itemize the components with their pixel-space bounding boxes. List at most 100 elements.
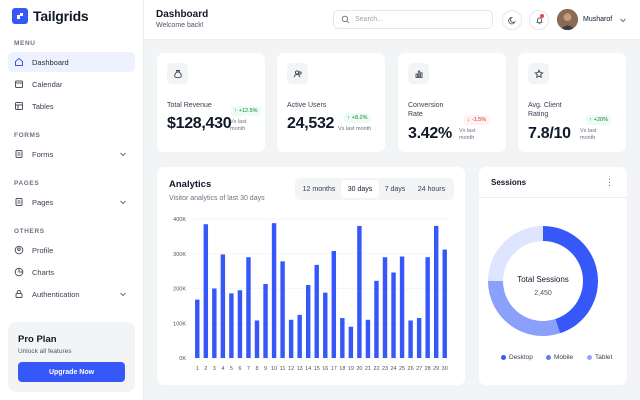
- x-tick-label: 2: [204, 366, 207, 372]
- bar: [357, 225, 362, 358]
- clipboard-icon: [14, 197, 24, 207]
- bar: [195, 299, 200, 358]
- top-header: Dashboard Welcome back! Search... Mushar…: [144, 0, 640, 40]
- avatar[interactable]: [557, 9, 578, 30]
- bar: [254, 320, 260, 358]
- donut-center-value: 2,450: [534, 290, 552, 297]
- y-tick-label: 300K: [173, 252, 186, 258]
- change-badge: ↑ +8.2%: [344, 113, 371, 123]
- x-tick-label: 29: [433, 366, 439, 372]
- legend-mobile: Mobile: [546, 354, 573, 361]
- x-tick-label: 18: [339, 366, 345, 372]
- stat-value: 3.42%: [408, 125, 452, 142]
- x-tick-label: 6: [238, 366, 241, 372]
- menu-section-label: MENU: [14, 40, 36, 47]
- bar: [220, 254, 226, 358]
- x-tick-label: 10: [271, 366, 277, 372]
- sidebar-item-label: Pages: [32, 197, 54, 207]
- more-options-icon[interactable]: ⋮: [605, 177, 614, 187]
- sidebar-item-charts[interactable]: Charts: [8, 262, 135, 282]
- y-tick-label: 0K: [179, 356, 186, 362]
- sidebar-item-forms[interactable]: Forms: [8, 144, 135, 164]
- user-icon: [14, 245, 24, 255]
- stat-value: 24,532: [287, 115, 335, 132]
- x-tick-label: 25: [399, 366, 405, 372]
- chevron-down-icon[interactable]: [619, 16, 627, 24]
- bar: [365, 319, 371, 358]
- tab-24-hours[interactable]: 24 hours: [417, 185, 446, 193]
- bar: [348, 326, 354, 358]
- x-tick-label: 3: [213, 366, 216, 372]
- legend-desktop: Desktop: [501, 354, 533, 361]
- brand-logo[interactable]: Tailgrids: [12, 8, 89, 24]
- others-section-label: OTHERS: [14, 228, 45, 235]
- sessions-card: Sessions ⋮ Total Sessions 2,450 Desktop …: [479, 167, 627, 385]
- chevron-down-icon: [120, 292, 126, 297]
- x-tick-label: 11: [280, 366, 286, 372]
- tab-12-months[interactable]: 12 months: [302, 185, 336, 193]
- bar: [425, 257, 430, 358]
- search-input[interactable]: Search...: [333, 10, 493, 29]
- sidebar-item-profile[interactable]: Profile: [8, 240, 135, 260]
- bar: [246, 257, 251, 358]
- sidebar-item-label: Calendar: [32, 79, 63, 89]
- x-tick-label: 30: [442, 366, 448, 372]
- y-tick-label: 100K: [173, 321, 186, 327]
- notifications-button[interactable]: [529, 10, 549, 30]
- bar-chart-icon: [408, 63, 429, 84]
- page-subtitle: Welcome back!: [156, 22, 204, 29]
- table-icon: [14, 101, 24, 111]
- legend-dot: [501, 355, 506, 360]
- range-tabs: 12 months 30 days 7 days 24 hours: [295, 178, 454, 200]
- sessions-title: Sessions: [491, 178, 527, 187]
- analytics-subtitle: Visitor analytics of last 30 days: [169, 195, 265, 202]
- stat-card-conversion: Conversion Rate 3.42% ↓ -1.5% Vs last mon…: [398, 53, 506, 152]
- sidebar: Tailgrids MENU Dashboard Calendar Tables…: [0, 0, 144, 400]
- sidebar-item-label: Authentication: [32, 289, 80, 299]
- sidebar-item-dashboard[interactable]: Dashboard: [8, 52, 135, 72]
- x-tick-label: 4: [221, 366, 224, 372]
- pie-chart-icon: [14, 267, 24, 277]
- home-icon: [14, 57, 24, 67]
- bar: [263, 283, 268, 358]
- bar: [237, 290, 243, 358]
- pro-plan-card: Pro Plan Unlock all features Upgrade Now: [8, 322, 135, 392]
- lock-icon: [14, 289, 24, 299]
- chevron-down-icon: [120, 152, 126, 157]
- bar: [271, 223, 277, 358]
- chevron-down-icon: [120, 200, 126, 205]
- change-badge: ↓ -1.5%: [464, 115, 490, 125]
- x-tick-label: 1: [196, 366, 199, 372]
- user-name[interactable]: Musharof: [583, 16, 613, 23]
- sidebar-item-tables[interactable]: Tables: [8, 96, 135, 116]
- bar: [442, 249, 447, 358]
- sessions-donut-chart: Total Sessions 2,450: [488, 226, 598, 336]
- stat-card-rating: Avg. Client Rating 7.8/10 ↑ +20% Vs last …: [518, 53, 626, 152]
- sidebar-item-label: Forms: [32, 149, 54, 159]
- upgrade-button[interactable]: Upgrade Now: [18, 362, 125, 382]
- bar: [297, 314, 302, 358]
- legend-dot: [546, 355, 551, 360]
- compare-text: Vs last month: [230, 119, 247, 132]
- forms-section-label: FORMS: [14, 132, 41, 139]
- sidebar-item-pages[interactable]: Pages: [8, 192, 135, 212]
- tab-30-days[interactable]: 30 days: [341, 180, 379, 198]
- pro-plan-subtitle: Unlock all features: [18, 348, 72, 355]
- x-tick-label: 22: [373, 366, 379, 372]
- tab-7-days[interactable]: 7 days: [384, 185, 406, 193]
- donut-slice-desktop[interactable]: [543, 226, 598, 334]
- x-tick-label: 28: [425, 366, 431, 372]
- theme-toggle-button[interactable]: [502, 10, 522, 30]
- y-tick-label: 200K: [173, 287, 186, 293]
- search-icon: [341, 15, 350, 24]
- donut-slice-tablet[interactable]: [488, 226, 543, 281]
- stat-label: Avg. Client Rating: [528, 102, 562, 118]
- stat-card-revenue: Total Revenue $128,430 ↑ +12.5% Vs last m…: [157, 53, 265, 152]
- sidebar-item-authentication[interactable]: Authentication: [8, 284, 135, 304]
- x-tick-label: 16: [322, 366, 328, 372]
- sidebar-item-label: Tables: [32, 101, 54, 111]
- bar: [212, 288, 217, 358]
- sidebar-item-calendar[interactable]: Calendar: [8, 74, 135, 94]
- donut-slice-mobile[interactable]: [488, 281, 560, 336]
